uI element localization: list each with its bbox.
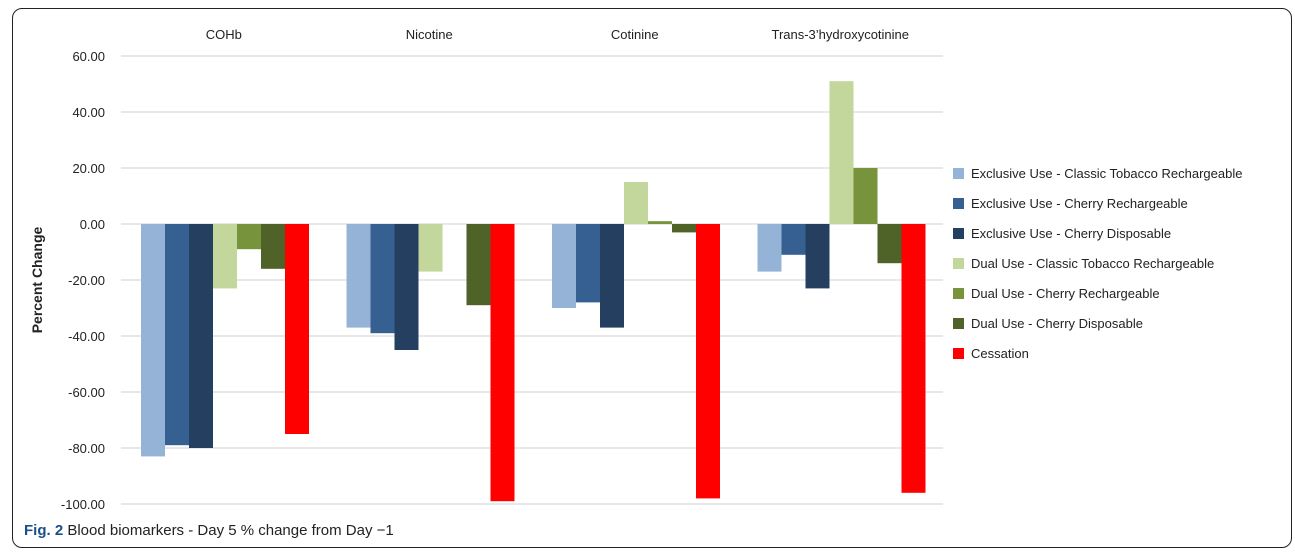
bar [237, 224, 261, 250]
figure-caption: Fig. 2 Blood biomarkers - Day 5 % change… [24, 522, 394, 539]
y-tick-label: 0.00 [80, 217, 105, 232]
category-label: Trans-3’hydroxycotinine [771, 27, 909, 42]
legend-swatch [953, 228, 964, 239]
bar [370, 224, 395, 334]
y-tick-label: -60.00 [68, 385, 105, 400]
category-labels: COHb Nicotine Cotinine Trans-3’hydroxycotin… [206, 27, 909, 42]
bar [624, 182, 648, 224]
legend-label: Exclusive Use - Cherry Rechargeable [971, 196, 1188, 211]
bar [466, 224, 491, 306]
legend-swatch [953, 288, 964, 299]
y-tick-label: 60.00 [72, 49, 105, 64]
bar [829, 81, 854, 224]
legend-swatch [953, 348, 964, 359]
figure-frame: 60.00 40.00 20.00 0.00 -20.00 -40.00 -60.00 -80… [12, 8, 1292, 548]
bar [490, 224, 515, 502]
bar [213, 224, 237, 289]
category-label: Cotinine [611, 27, 659, 42]
bar [394, 224, 419, 350]
y-tick-label: 20.00 [72, 161, 105, 176]
bar [781, 224, 806, 255]
bar [901, 224, 926, 493]
legend-swatch [953, 318, 964, 329]
bars [141, 81, 926, 502]
bar [418, 224, 443, 272]
bar [165, 224, 189, 446]
y-tick-label: -20.00 [68, 273, 105, 288]
legend-label: Dual Use - Cherry Rechargeable [971, 286, 1160, 301]
caption-text: Blood biomarkers - Day 5 % change from D… [63, 522, 394, 539]
legend-swatch [953, 258, 964, 269]
y-tick-label: 40.00 [72, 105, 105, 120]
legend-label: Exclusive Use - Cherry Disposable [971, 226, 1171, 241]
bar [552, 224, 576, 308]
category-label: Nicotine [406, 27, 453, 42]
bar [141, 224, 165, 457]
bar [696, 224, 720, 499]
y-tick-label: -80.00 [68, 441, 105, 456]
caption-label: Fig. 2 [24, 522, 64, 539]
y-axis-title: Percent Change [29, 226, 45, 333]
legend: Exclusive Use - Classic Tobacco Recharge… [953, 166, 1242, 361]
y-tick-label: -100.00 [61, 497, 105, 512]
legend-label: Exclusive Use - Classic Tobacco Recharge… [971, 166, 1242, 181]
bar [648, 221, 672, 224]
bar [189, 224, 213, 448]
bar [853, 168, 878, 224]
bar [285, 224, 309, 434]
bar [600, 224, 624, 328]
bar [877, 224, 902, 264]
legend-label: Dual Use - Cherry Disposable [971, 316, 1143, 331]
y-axis-ticks: 60.00 40.00 20.00 0.00 -20.00 -40.00 -60.00 -80… [61, 49, 105, 512]
legend-label: Dual Use - Classic Tobacco Rechargeable [971, 256, 1214, 271]
bar [805, 224, 830, 289]
bar-chart: 60.00 40.00 20.00 0.00 -20.00 -40.00 -60.00 -80… [29, 27, 1242, 512]
bar [346, 224, 371, 328]
bar [757, 224, 782, 272]
legend-swatch [953, 198, 964, 209]
y-tick-label: -40.00 [68, 329, 105, 344]
legend-swatch [953, 168, 964, 179]
bar [261, 224, 285, 269]
bar [672, 224, 696, 233]
bar [576, 224, 600, 303]
legend-label: Cessation [971, 346, 1029, 361]
category-label: COHb [206, 27, 242, 42]
